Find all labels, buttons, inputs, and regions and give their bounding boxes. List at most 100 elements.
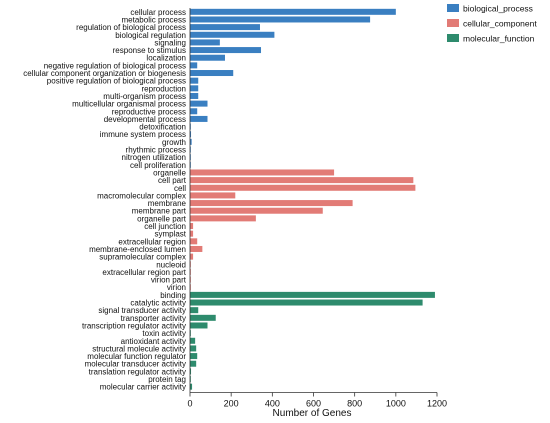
category-label-48: protein tag [148,375,186,384]
bar-biological_process-7 [190,62,198,69]
bar-cellular_component-23 [190,184,416,191]
x-axis-title: Number of Genes [273,408,352,419]
bar-cellular_component-25 [190,200,353,207]
bar-biological_process-10 [190,85,199,92]
x-tick-label-6: 1200 [427,399,447,409]
category-label-31: membrane-enclosed lumen [89,245,186,254]
category-label-14: developmental process [104,115,186,124]
category-label-15: detoxification [139,123,186,132]
bar-cellular_component-21 [190,169,335,176]
category-label-22: cell part [158,176,187,185]
category-label-1: metabolic process [122,15,186,24]
bar-cellular_component-32 [190,253,194,260]
category-label-35: virion part [151,276,187,285]
x-tick-label-2: 400 [265,399,280,409]
x-tick-label-4: 800 [347,399,362,409]
category-label-4: signaling [154,38,186,47]
bar-biological_process-12 [190,100,208,107]
bar-biological_process-17 [190,138,192,145]
category-label-20: cell proliferation [130,161,186,170]
category-label-27: organelle part [137,214,187,223]
category-label-34: extracellular region part [102,268,186,277]
bar-molecular_function-47 [190,368,192,375]
category-label-26: membrane part [132,207,187,216]
category-label-13: reproductive process [112,107,186,116]
category-label-44: structural molecule activity [92,344,186,353]
bar-molecular_function-49 [190,383,193,390]
legend-label-biological_process: biological_process [463,4,533,14]
category-label-7: negative regulation of biological proces… [44,61,186,70]
category-label-10: reproduction [142,84,186,93]
category-label-45: molecular function regulator [87,352,186,361]
category-label-6: localization [146,54,186,63]
category-label-42: toxin activity [142,329,186,338]
bar-molecular_function-37 [190,291,435,298]
category-label-32: supramolecular complex [99,253,186,262]
x-tick-label-5: 1000 [386,399,406,409]
bar-biological_process-11 [190,92,199,99]
bar-molecular_function-43 [190,337,196,344]
bar-cellular_component-29 [190,230,194,237]
bar-biological_process-5 [190,47,262,54]
x-tick-label-0: 0 [187,399,192,409]
category-label-30: extracellular region [118,237,186,246]
bar-biological_process-0 [190,8,396,15]
category-label-8: cellular component organization or bioge… [23,69,186,78]
category-label-38: catalytic activity [130,299,186,308]
bar-molecular_function-46 [190,360,197,367]
category-label-23: cell [174,184,186,193]
bar-cellular_component-30 [190,238,198,245]
bar-biological_process-2 [190,24,260,31]
bar-biological_process-9 [190,77,199,84]
category-label-28: cell junction [144,222,186,231]
category-label-21: organelle [153,168,186,177]
bar-molecular_function-45 [190,353,198,360]
bar-cellular_component-24 [190,192,236,199]
bar-biological_process-1 [190,16,371,23]
bar-molecular_function-38 [190,299,423,306]
bar-molecular_function-44 [190,345,197,352]
category-label-37: binding [160,291,186,300]
bar-molecular_function-39 [190,307,199,314]
bar-cellular_component-22 [190,177,414,184]
bar-biological_process-4 [190,39,220,46]
bar-molecular_function-41 [190,322,208,329]
category-label-5: response to stimulus [113,46,186,55]
bars-group [190,8,435,390]
category-label-46: molecular transducer activity [85,360,186,369]
bar-cellular_component-27 [190,215,256,222]
category-label-11: multi-organism process [103,92,186,101]
bar-biological_process-16 [190,131,192,138]
x-tick-label-1: 200 [224,399,239,409]
bar-cellular_component-31 [190,245,203,252]
category-label-47: translation regulator activity [89,367,186,376]
legend-label-molecular_function: molecular_function [463,34,535,44]
legend-swatch-cellular_component [447,19,459,27]
category-label-36: virion [167,283,186,292]
legend: biological_process cellular_componentmole… [447,4,537,44]
category-label-25: membrane [148,199,187,208]
category-label-18: rhythmic process [126,146,186,155]
category-label-12: multicellular organismal process [72,100,186,109]
category-label-40: transporter activity [121,314,186,323]
x-tick-label-3: 600 [306,399,321,409]
legend-label-cellular_component: cellular_component [463,19,537,29]
category-label-29: symplast [154,230,186,239]
bar-biological_process-13 [190,108,198,115]
bar-biological_process-14 [190,115,208,122]
category-label-33: nucleoid [156,260,186,269]
category-label-49: molecular carrier activity [100,383,186,392]
category-label-16: immune system process [100,130,186,139]
category-label-43: antioxidant activity [121,337,186,346]
category-label-3: biological regulation [115,31,186,40]
category-label-2: regulation of biological process [76,23,186,32]
x-axis: 0 200 400 600 800 1000 1200 [187,8,447,409]
bar-molecular_function-40 [190,314,216,321]
category-label-19: nitrogen utilization [122,153,186,162]
bar-biological_process-3 [190,31,275,38]
bar-cellular_component-26 [190,207,323,214]
legend-swatch-molecular_function [447,34,459,42]
category-label-0: cellular process [130,8,186,17]
